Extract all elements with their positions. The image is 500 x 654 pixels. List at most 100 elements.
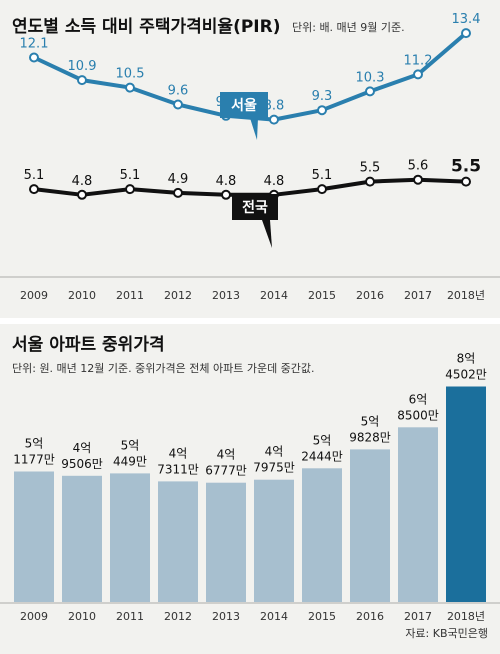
data-label: 5.6 xyxy=(408,159,429,174)
bar-chart-subtitle: 단위: 원. 매년 12월 기준. 중위가격은 전체 아파트 가운데 중간값. xyxy=(12,362,315,375)
data-point xyxy=(365,86,375,97)
x-tick-label: 2018년 xyxy=(447,289,485,302)
bar xyxy=(254,479,294,602)
data-label: 10.9 xyxy=(68,59,97,74)
data-point xyxy=(221,189,231,200)
bar xyxy=(110,473,150,602)
x-tick-label: 2013 xyxy=(212,610,240,623)
data-point xyxy=(125,82,135,93)
bar-chart-title: 서울 아파트 중위가격 xyxy=(12,335,165,355)
data-label: 5.5 xyxy=(360,161,381,176)
bar-value-label: 4억 xyxy=(217,448,236,462)
x-tick-label: 2009 xyxy=(20,610,48,623)
x-tick-label: 2012 xyxy=(164,610,192,623)
bar-value-label: 4억 xyxy=(73,441,92,455)
x-tick-label: 2010 xyxy=(68,289,96,302)
series-name-label: 서울 xyxy=(231,97,257,114)
x-tick-label: 2012 xyxy=(164,289,192,302)
data-point xyxy=(317,184,327,195)
x-tick-label: 2018년 xyxy=(447,610,485,623)
source-note: 자료: KB국민은행 xyxy=(405,627,488,640)
data-label: 9.3 xyxy=(312,89,333,104)
bar-value-label: 2444만 xyxy=(301,449,343,463)
x-tick-label: 2015 xyxy=(308,289,336,302)
x-tick-label: 2010 xyxy=(68,610,96,623)
bar-value-label: 5억 xyxy=(361,414,380,428)
x-tick-label: 2016 xyxy=(356,610,384,623)
bar-value-label: 7311만 xyxy=(157,462,199,476)
line-chart-title: 연도별 소득 대비 주택가격비율(PIR) xyxy=(12,17,281,37)
bar-value-label: 4억 xyxy=(169,446,188,460)
data-point xyxy=(413,69,423,80)
bar xyxy=(302,468,342,602)
bar-value-label: 8억 xyxy=(457,352,476,366)
data-label: 4.8 xyxy=(72,174,93,189)
data-point xyxy=(77,189,87,200)
x-tick-label: 2015 xyxy=(308,610,336,623)
data-label: 10.3 xyxy=(356,70,385,85)
bar-value-label: 5억 xyxy=(121,438,140,452)
bar-value-label: 449만 xyxy=(113,454,147,468)
data-label: 5.1 xyxy=(312,168,333,183)
data-label: 10.5 xyxy=(116,67,145,82)
line-axis xyxy=(0,276,500,278)
x-tick-label: 2016 xyxy=(356,289,384,302)
series-name-badge xyxy=(220,92,268,118)
data-label: 8.8 xyxy=(264,99,285,114)
bar xyxy=(158,481,198,602)
line-chart-subtitle: 단위: 배. 매년 9월 기준. xyxy=(292,21,405,34)
data-label: 5.1 xyxy=(24,168,45,183)
x-tick-label: 2017 xyxy=(404,289,432,302)
data-point xyxy=(29,184,39,195)
bar-axis xyxy=(0,602,500,604)
data-point xyxy=(461,176,471,187)
bar-value-label: 8500만 xyxy=(397,408,439,422)
data-label: 4.9 xyxy=(168,172,189,187)
data-point xyxy=(173,187,183,198)
bar xyxy=(350,449,390,602)
bar-value-label: 6억 xyxy=(409,392,428,406)
x-tick-label: 2011 xyxy=(116,289,144,302)
data-point xyxy=(29,52,39,63)
bar-value-label: 5억 xyxy=(25,437,44,451)
bar-value-label: 9506만 xyxy=(61,457,103,471)
x-tick-label: 2009 xyxy=(20,289,48,302)
data-point xyxy=(77,75,87,86)
data-point xyxy=(317,105,327,116)
bar xyxy=(14,471,54,602)
data-label: 5.1 xyxy=(120,168,141,183)
bar-value-label: 4502만 xyxy=(445,368,487,382)
data-label: 12.1 xyxy=(20,37,49,52)
bar xyxy=(398,427,438,602)
x-tick-label: 2014 xyxy=(260,610,288,623)
x-tick-label: 2011 xyxy=(116,610,144,623)
data-label: 4.8 xyxy=(216,174,237,189)
data-label: 13.4 xyxy=(452,12,481,27)
line-chart: 2009 2010 2011 2012 2013 2014 2015 2016 2017 2018… xyxy=(0,12,500,302)
bar xyxy=(62,475,102,602)
bar-value-label: 6777만 xyxy=(205,464,247,478)
badge-pointer xyxy=(250,118,258,140)
x-tick-label: 2013 xyxy=(212,289,240,302)
data-point xyxy=(413,174,423,185)
section-divider xyxy=(0,318,500,324)
data-label: 9.6 xyxy=(168,84,189,99)
bar-value-label: 4억 xyxy=(265,445,284,459)
bar xyxy=(446,386,486,602)
data-label: 11.2 xyxy=(404,53,433,68)
badge-pointer xyxy=(262,220,272,248)
series-name-label: 전국 xyxy=(242,199,268,216)
x-tick-label: 2014 xyxy=(260,289,288,302)
bar xyxy=(206,482,246,602)
bar-value-label: 1177만 xyxy=(13,453,55,467)
data-point xyxy=(173,99,183,110)
bar-value-label: 5억 xyxy=(313,433,332,447)
series-name-badge xyxy=(232,194,278,220)
data-point xyxy=(365,176,375,187)
data-point xyxy=(269,114,279,125)
data-point xyxy=(125,184,135,195)
bar-value-label: 7975만 xyxy=(253,461,295,475)
data-point xyxy=(461,28,471,39)
